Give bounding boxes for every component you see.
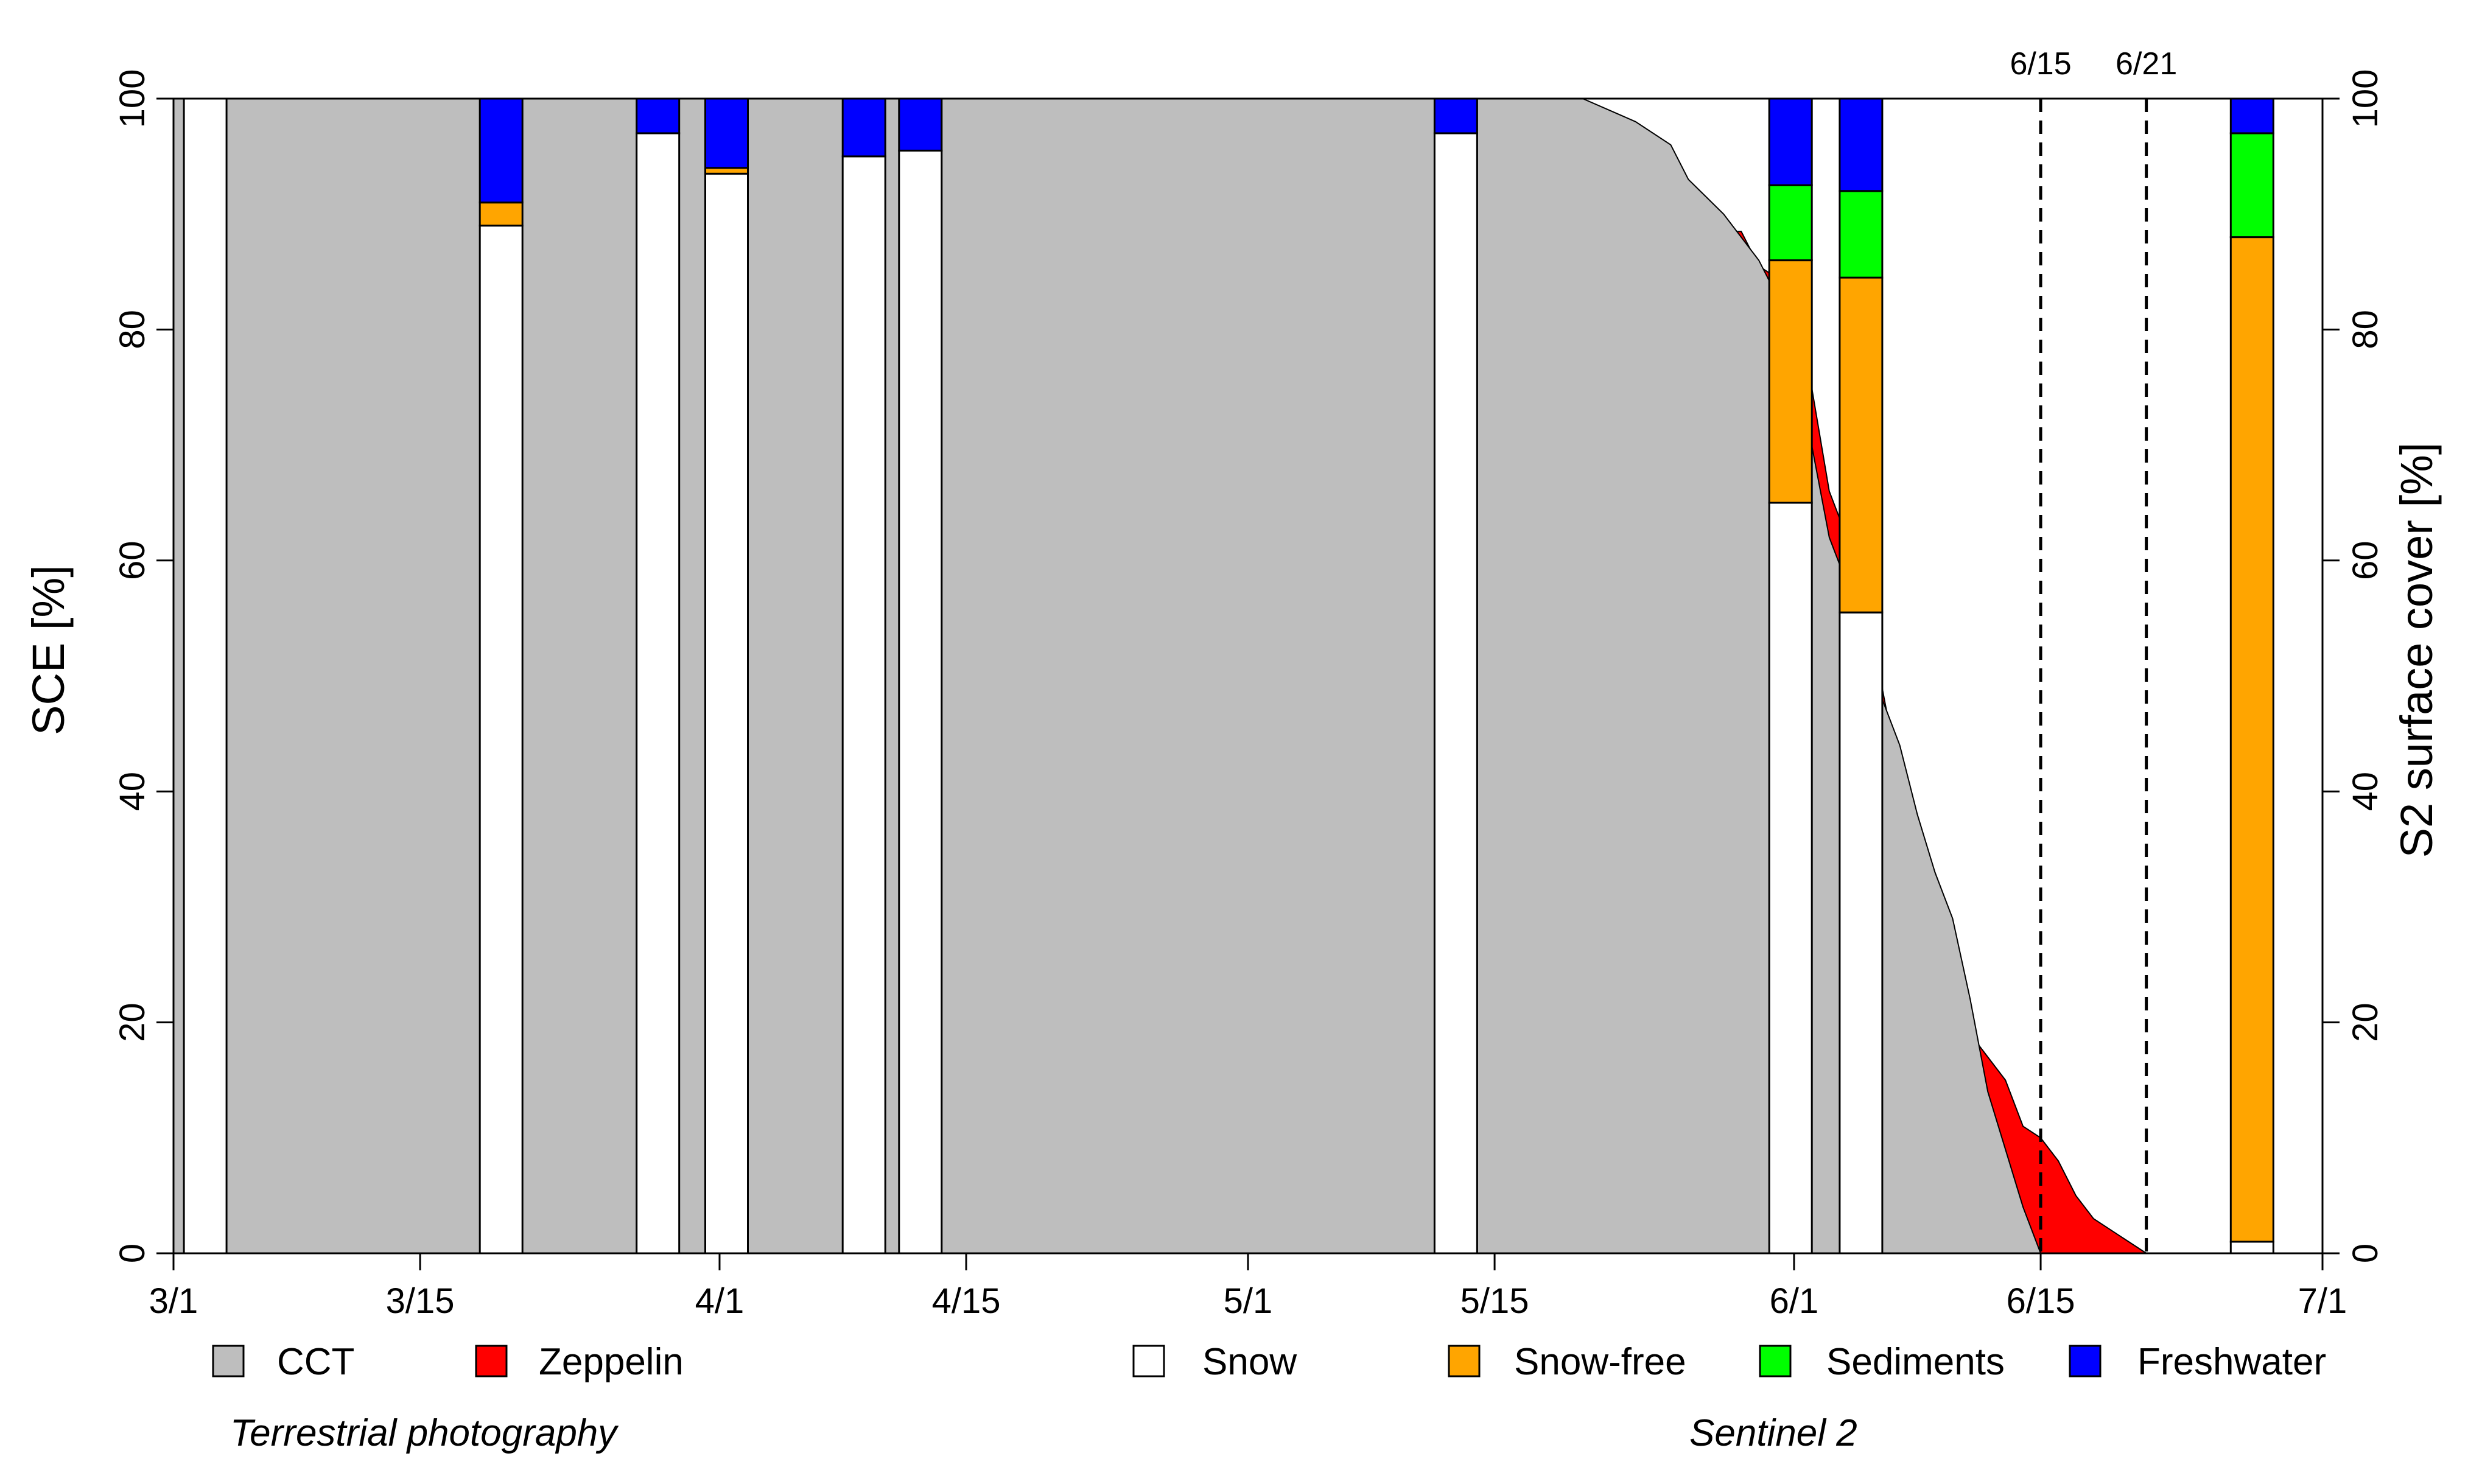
s2-bar-9-snow-free xyxy=(1839,276,1884,614)
s2-bar-4-freshwater xyxy=(704,97,749,169)
s2-bar-10-sediments xyxy=(2229,132,2274,239)
right-axis-title: S2 surface cover [%] xyxy=(2391,443,2442,858)
legend-group-terrestrial: Terrestrial photography xyxy=(230,1412,619,1454)
right-tick-label-0: 0 xyxy=(2346,1244,2385,1263)
legend-swatch-cct xyxy=(212,1345,245,1377)
s2-bar-2-snow-free xyxy=(479,201,524,227)
left-tick-label-100: 100 xyxy=(113,69,152,128)
right-tick-label-20: 20 xyxy=(2346,1003,2385,1042)
x-tick-label-0: 3/1 xyxy=(149,1281,198,1321)
s2-bar-4-snow xyxy=(704,172,749,1255)
legend-swatch-snow-free xyxy=(1448,1345,1481,1377)
legend-swatch-snow xyxy=(1132,1345,1165,1377)
s2-bar-5-freshwater xyxy=(841,97,886,158)
left-tick-label-80: 80 xyxy=(113,310,152,349)
s2-bar-9-snow xyxy=(1839,611,1884,1255)
s2-bar-10-freshwater xyxy=(2229,97,2274,135)
s2-bar-8-snow-free xyxy=(1768,259,1813,504)
s2-bar-9-sediments xyxy=(1839,190,1884,279)
left-axis-title: SCE [%] xyxy=(23,565,74,735)
s2-bar-10-snow-free xyxy=(2229,236,2274,1243)
legend-label-snow: Snow xyxy=(1202,1341,1297,1383)
legend-label-sediments: Sediments xyxy=(1826,1341,2005,1383)
x-tick-label-1: 3/15 xyxy=(386,1281,455,1321)
left-tick-label-20: 20 xyxy=(113,1003,152,1042)
right-tick-label-80: 80 xyxy=(2346,310,2385,349)
s2-bar-8-snow xyxy=(1768,502,1813,1255)
left-tick-label-0: 0 xyxy=(113,1244,152,1263)
right-tick-label-40: 40 xyxy=(2346,772,2385,811)
x-tick-label-6: 6/1 xyxy=(1770,1281,1819,1321)
s2-bar-5-snow xyxy=(841,155,886,1255)
s2-bar-6-snow xyxy=(898,149,943,1255)
s2-bar-8-freshwater xyxy=(1768,97,1813,186)
axes: 6/15 6/21 0 20 40 60 80 100 0 20 40 60 80 100 3/1 3/15 4… xyxy=(113,46,2385,1321)
legend-swatch-freshwater xyxy=(2069,1345,2102,1377)
left-tick-label-60: 60 xyxy=(113,541,152,581)
s2-bar-3-snow xyxy=(636,132,681,1255)
legend-swatch-zeppelin xyxy=(475,1345,508,1377)
left-tick-label-40: 40 xyxy=(113,772,152,811)
x-tick-label-8: 7/1 xyxy=(2298,1281,2347,1321)
legend-label-zeppelin: Zeppelin xyxy=(539,1341,684,1383)
legend-label-freshwater: Freshwater xyxy=(2137,1341,2326,1383)
s2-bar-9-freshwater xyxy=(1839,97,1884,192)
x-tick-label-5: 5/15 xyxy=(1460,1281,1529,1321)
s2-bar-2-snow xyxy=(479,225,524,1255)
x-tick-label-7: 6/15 xyxy=(2007,1281,2075,1321)
s2-bar-10-snow xyxy=(2229,1241,2274,1255)
s2-bar-8-sediments xyxy=(1768,184,1813,262)
legend-group-sentinel: Sentinel 2 xyxy=(1689,1412,1857,1454)
legend-swatch-sediments xyxy=(1759,1345,1792,1377)
plot-area xyxy=(174,97,2322,1255)
reference-label-6-15: 6/15 xyxy=(2010,46,2071,82)
s2-bar-7-snow xyxy=(1433,132,1478,1255)
right-tick-label-100: 100 xyxy=(2346,69,2385,128)
s2-bar-7-freshwater xyxy=(1433,97,1478,135)
s2-bar-3-freshwater xyxy=(636,97,681,135)
x-tick-label-2: 4/1 xyxy=(695,1281,745,1321)
legend: CCT Zeppelin Terrestrial photography Sno… xyxy=(212,1341,2326,1454)
s2-bar-6-freshwater xyxy=(898,97,943,152)
reference-label-6-21: 6/21 xyxy=(2116,46,2177,82)
s2-bar-1-snow xyxy=(183,97,228,1255)
legend-label-snow-free: Snow-free xyxy=(1514,1341,1686,1383)
right-tick-label-60: 60 xyxy=(2346,541,2385,581)
s2-bar-2-freshwater xyxy=(479,97,524,204)
x-tick-label-4: 5/1 xyxy=(1224,1281,1273,1321)
x-tick-label-3: 4/15 xyxy=(932,1281,1001,1321)
legend-label-cct: CCT xyxy=(277,1341,354,1383)
